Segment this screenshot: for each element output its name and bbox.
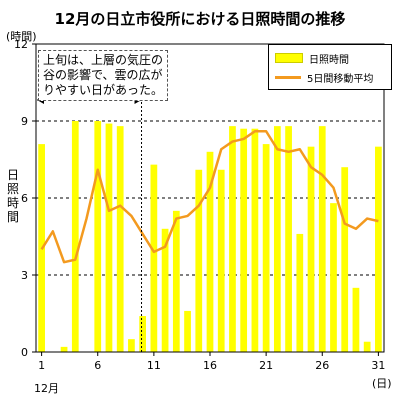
bar-day-24	[296, 233, 304, 352]
bar-day-12	[161, 228, 169, 352]
bar-day-8	[116, 126, 124, 352]
bar-day-17	[217, 169, 225, 352]
bar-day-27	[330, 203, 337, 352]
y-axis-unit: (時間)	[6, 30, 37, 43]
x-tick-label-1: 1	[38, 359, 45, 372]
legend-swatch-bars	[275, 53, 303, 63]
bar-day-26	[318, 126, 326, 352]
y-axis-label: 日照時間	[6, 168, 19, 224]
y-tick-label-6: 6	[21, 192, 28, 205]
y-tick-label-0: 0	[21, 346, 28, 359]
y-tick-label-3: 3	[21, 269, 28, 282]
legend-label-line: 5日間移動平均	[307, 73, 374, 85]
bar-day-19	[240, 128, 248, 352]
bar-day-3	[60, 346, 68, 352]
legend-item-line: 5日間移動平均	[275, 69, 373, 85]
bar-day-14	[184, 310, 191, 352]
legend-swatch-line	[275, 75, 301, 79]
bar-day-28	[341, 167, 349, 352]
bar-series	[38, 121, 382, 352]
bar-day-7	[105, 123, 113, 352]
x-axis-unit: (日)	[372, 377, 392, 390]
bar-day-10	[139, 316, 147, 352]
bar-day-11	[150, 164, 158, 352]
chart-title: 12月の日立市役所における日照時間の推移	[54, 10, 346, 28]
x-tick-label-16: 16	[203, 359, 217, 372]
moving-average-line	[40, 130, 379, 264]
y-tick-label-12: 12	[14, 38, 28, 51]
x-tick-label-26: 26	[315, 359, 329, 372]
moving-average-series	[40, 130, 379, 264]
bar-day-18	[229, 126, 236, 352]
bar-day-29	[352, 287, 360, 352]
bar-day-15	[195, 169, 203, 352]
bar-day-31	[375, 146, 382, 352]
y-tick-label-9: 9	[21, 115, 28, 128]
bar-day-20	[251, 128, 259, 352]
x-tick-label-11: 11	[147, 359, 161, 372]
x-tick-label-31: 31	[371, 359, 385, 372]
bar-day-4	[71, 121, 79, 352]
bar-day-23	[285, 126, 292, 352]
legend: 日照時間 5日間移動平均	[268, 44, 392, 90]
x-axis-month: 12月	[34, 382, 59, 395]
bar-day-13	[172, 210, 180, 352]
bar-day-25	[307, 146, 315, 352]
bar-day-30	[363, 341, 371, 352]
x-tick-label-21: 21	[259, 359, 273, 372]
bar-day-22	[273, 126, 281, 352]
annotation-bracket	[37, 94, 143, 352]
bar-day-9	[128, 339, 135, 352]
bar-day-16	[206, 151, 214, 352]
annotation-note: 上旬は、上層の気圧の谷の影響で、雲の広がりやすい日があった。	[38, 50, 168, 101]
legend-label-bars: 日照時間	[309, 54, 349, 66]
x-tick-label-6: 6	[94, 359, 101, 372]
bar-day-6	[94, 121, 102, 352]
bar-day-21	[262, 144, 270, 352]
legend-item-bars: 日照時間	[275, 50, 349, 66]
